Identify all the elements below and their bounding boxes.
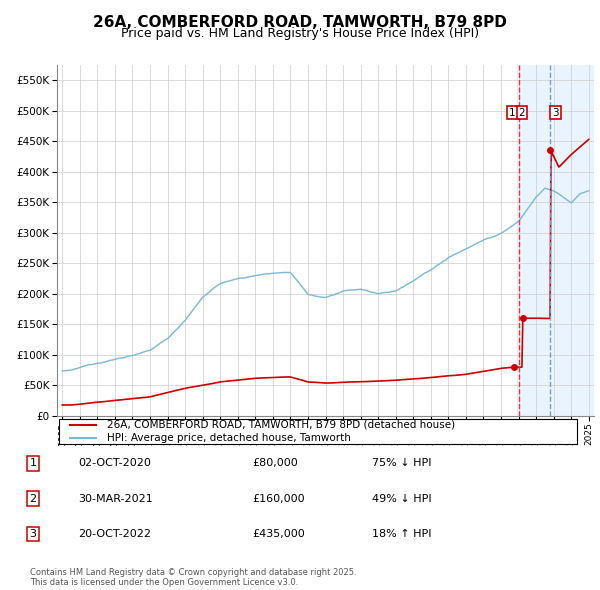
Text: 3: 3 bbox=[29, 529, 37, 539]
Bar bbox=[517, 65, 598, 416]
Text: 2: 2 bbox=[29, 494, 37, 503]
Text: 49% ↓ HPI: 49% ↓ HPI bbox=[372, 494, 431, 503]
Text: 3: 3 bbox=[552, 107, 559, 117]
Text: £435,000: £435,000 bbox=[252, 529, 305, 539]
FancyBboxPatch shape bbox=[59, 418, 577, 444]
Text: 30-MAR-2021: 30-MAR-2021 bbox=[78, 494, 153, 503]
Text: 20-OCT-2022: 20-OCT-2022 bbox=[78, 529, 151, 539]
Text: 1: 1 bbox=[29, 458, 37, 468]
Text: 26A, COMBERFORD ROAD, TAMWORTH, B79 8PD: 26A, COMBERFORD ROAD, TAMWORTH, B79 8PD bbox=[93, 15, 507, 30]
Text: Contains HM Land Registry data © Crown copyright and database right 2025.
This d: Contains HM Land Registry data © Crown c… bbox=[30, 568, 356, 587]
Text: HPI: Average price, detached house, Tamworth: HPI: Average price, detached house, Tamw… bbox=[107, 433, 350, 443]
Text: 26A, COMBERFORD ROAD, TAMWORTH, B79 8PD (detached house): 26A, COMBERFORD ROAD, TAMWORTH, B79 8PD … bbox=[107, 419, 455, 430]
Text: £160,000: £160,000 bbox=[252, 494, 305, 503]
Text: Price paid vs. HM Land Registry's House Price Index (HPI): Price paid vs. HM Land Registry's House … bbox=[121, 27, 479, 40]
Text: 18% ↑ HPI: 18% ↑ HPI bbox=[372, 529, 431, 539]
Text: 2: 2 bbox=[519, 107, 526, 117]
Text: £80,000: £80,000 bbox=[252, 458, 298, 468]
Text: 75% ↓ HPI: 75% ↓ HPI bbox=[372, 458, 431, 468]
Text: 1: 1 bbox=[509, 107, 516, 117]
Text: 02-OCT-2020: 02-OCT-2020 bbox=[78, 458, 151, 468]
